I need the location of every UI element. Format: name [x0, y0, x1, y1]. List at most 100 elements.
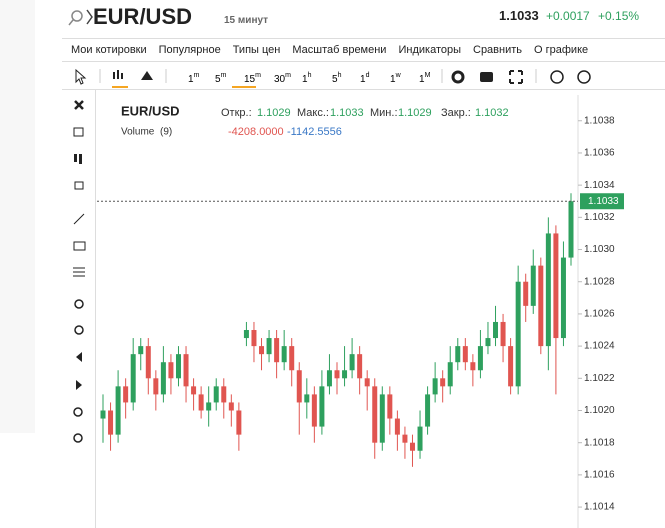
interval-num: 1: [188, 74, 194, 85]
volume-label: Volume: [121, 127, 155, 138]
candle-body: [485, 338, 491, 347]
interval-unit: m: [194, 72, 200, 79]
upload-icon[interactable]: [577, 70, 591, 84]
menu-item[interactable]: Сравнить: [473, 44, 523, 56]
candle-body: [304, 394, 310, 403]
y-tick-label: 1.1018: [584, 437, 615, 448]
candle-body: [409, 442, 415, 451]
fullscreen-icon[interactable]: [509, 70, 523, 84]
chart: EUR/USD Откр.: 1.1029 Макс.: 1.1033 Мин.…: [97, 95, 624, 528]
zoom-tool-icon[interactable]: [73, 433, 83, 443]
header-price: 1.1033: [499, 8, 539, 23]
download-icon[interactable]: [550, 70, 564, 84]
interval-button[interactable]: 1M: [419, 72, 431, 85]
legend-value: 1.1033: [330, 107, 364, 119]
candle-body: [530, 265, 536, 306]
candle-body: [259, 346, 265, 355]
candle-body: [493, 321, 499, 339]
header-change-pct: +0.15%: [598, 9, 640, 23]
tool-icon[interactable]: [74, 181, 84, 190]
interval-num: 1: [360, 74, 366, 85]
candle-body: [168, 362, 174, 379]
menu-item[interactable]: Типы цен: [232, 44, 281, 56]
cursor-icon[interactable]: [75, 68, 87, 85]
candle-body: [175, 354, 181, 379]
interval-button[interactable]: 30m: [274, 72, 291, 85]
tool-icon[interactable]: [74, 154, 82, 164]
interval-button[interactable]: 5m: [215, 72, 227, 85]
candle-body: [342, 370, 348, 379]
zoom-out-icon[interactable]: [74, 325, 84, 335]
interval-unit: m: [221, 72, 227, 79]
candle-body: [123, 386, 129, 403]
chevron-icon[interactable]: [86, 9, 94, 27]
menu-item[interactable]: Мои котировки: [71, 44, 147, 56]
legend-symbol: EUR/USD: [121, 103, 180, 118]
menu-item[interactable]: О графике: [534, 44, 589, 56]
interval-unit: h: [338, 72, 342, 79]
menu-item[interactable]: Масштаб времени: [292, 44, 387, 56]
interval-button[interactable]: 1h: [302, 72, 312, 85]
interval-button[interactable]: 15m: [244, 72, 261, 85]
left-panel: [0, 0, 35, 433]
rect-tool-icon[interactable]: [73, 241, 86, 251]
interval-label: 15 минут: [224, 15, 269, 26]
candle-body: [538, 265, 544, 347]
interval-unit: m: [255, 72, 261, 79]
candle-body: [508, 346, 514, 387]
y-tick-label: 1.1014: [584, 502, 615, 513]
fib-tool-icon[interactable]: [73, 267, 85, 277]
candle-body: [372, 386, 378, 443]
interval-unit: d: [366, 72, 370, 79]
camera-icon[interactable]: [480, 72, 493, 82]
candle-body: [357, 354, 363, 379]
candle-body: [206, 402, 212, 411]
legend-label: Макс.:: [297, 107, 329, 119]
line-tool-icon[interactable]: [73, 213, 85, 225]
candle-body: [545, 233, 551, 347]
candle-body: [198, 394, 204, 411]
candle-body: [266, 338, 272, 355]
candle-body: [364, 378, 370, 387]
area-icon[interactable]: [141, 71, 153, 80]
scroll-left-icon[interactable]: [76, 352, 82, 362]
candle-body: [319, 386, 325, 427]
candle-body: [425, 394, 431, 427]
candle-body: [115, 386, 121, 435]
candle-body: [447, 362, 453, 387]
y-tick-label: 1.1020: [584, 405, 615, 416]
interval-unit: M: [425, 72, 431, 79]
candle-body: [417, 426, 423, 451]
header-change: +0.0017: [546, 9, 590, 23]
interval-button[interactable]: 5h: [332, 72, 342, 85]
y-tick-label: 1.1034: [584, 180, 615, 191]
interval-unit: h: [308, 72, 312, 79]
candle-body: [108, 410, 114, 435]
settings-icon[interactable]: [451, 70, 465, 84]
candle-body: [281, 346, 287, 363]
y-tick-label: 1.1038: [584, 115, 615, 126]
interval-num: 15: [244, 74, 256, 85]
menu-item[interactable]: Популярное: [158, 44, 221, 56]
candle-body: [440, 378, 446, 387]
scroll-right-icon[interactable]: [76, 380, 82, 390]
menu-item[interactable]: Индикаторы: [398, 44, 461, 56]
legend-value: 1.1029: [257, 107, 291, 119]
zoom-tool-icon[interactable]: [73, 407, 83, 417]
candle-body: [515, 281, 521, 387]
volume-value: -1142.5556: [287, 126, 342, 138]
zoom-in-icon[interactable]: [74, 299, 84, 309]
candle-body: [100, 410, 106, 419]
candle-body: [138, 346, 144, 355]
close-icon[interactable]: [74, 100, 84, 110]
interval-button[interactable]: 1w: [390, 72, 402, 85]
tool-icon[interactable]: [73, 127, 84, 137]
interval-button[interactable]: 1d: [360, 72, 370, 85]
interval-button[interactable]: 1m: [188, 72, 200, 85]
candle-body: [274, 338, 280, 363]
legend-value: 1.1029: [398, 107, 432, 119]
search-icon[interactable]: [67, 9, 87, 27]
candle-body: [191, 386, 197, 395]
candles-icon[interactable]: [113, 70, 123, 79]
